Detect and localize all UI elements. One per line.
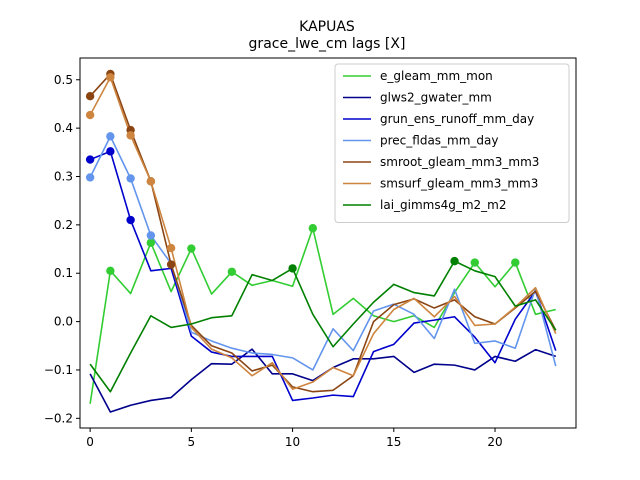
y-tick-label: 0.5 <box>54 73 73 87</box>
x-tick-label: 15 <box>386 435 401 449</box>
x-axis: 0 5 10 15 20 <box>86 428 503 449</box>
plot-area-frame <box>79 57 577 429</box>
y-tick-label: 0.4 <box>54 121 73 135</box>
series-point-smroot_gleam_mm3_mm3 <box>85 92 95 101</box>
x-tick-label: 5 <box>188 435 196 449</box>
series-line-grun_ens_runoff_mm_day <box>89 150 557 402</box>
series-point-smsurf_gleam_mm3_mm3 <box>126 131 135 140</box>
series-point-lai_gimms4g_m2_m2 <box>450 256 459 266</box>
series-point-smsurf_gleam_mm3_mm3 <box>146 177 156 186</box>
plot-lines <box>89 73 557 413</box>
series-line-e_gleam_mm_mon <box>89 227 556 404</box>
series-point-prec_fldas_mm_day <box>146 231 156 240</box>
series-point-e_gleam_mm_mon <box>106 266 115 276</box>
series-point-e_gleam_mm_mon <box>146 238 156 247</box>
y-tick-label: 0.2 <box>54 218 73 232</box>
series-line-prec_fldas_mm_day <box>89 135 557 371</box>
y-tick-label: 0.3 <box>54 169 73 183</box>
series-point-e_gleam_mm_mon <box>308 224 318 233</box>
legend-label: prec_fldas_mm_day <box>380 134 499 148</box>
y-axis: −0.2 −0.1 0.0 0.1 0.2 0.3 0.4 0.5 <box>44 73 80 425</box>
chart-subtitle: grace_lwe_cm lags [X] <box>249 36 406 52</box>
series-line-lai_gimms4g_m2_m2 <box>89 260 557 393</box>
series-point-e_gleam_mm_mon <box>511 258 520 267</box>
y-tick-label: −0.2 <box>44 411 73 425</box>
series-point-prec_fldas_mm_day <box>126 174 135 183</box>
y-tick-label: 0.1 <box>54 266 73 280</box>
x-tick-label: 10 <box>285 435 300 449</box>
x-tick-label: 20 <box>487 435 502 449</box>
plot-markers <box>85 69 520 276</box>
series-point-grun_ens_runoff_mm_day <box>126 215 135 225</box>
series-point-grun_ens_runoff_mm_day <box>106 147 115 156</box>
series-line-smroot_gleam_mm3_mm3 <box>89 73 557 393</box>
legend-label: e_gleam_mm_mon <box>380 69 493 83</box>
legend: e_gleam_mm_mon glws2_gwater_mm grun_ens_ru… <box>334 63 570 223</box>
series-point-grun_ens_runoff_mm_day <box>85 155 95 164</box>
legend-label: smroot_gleam_mm3_mm3 <box>380 155 539 169</box>
series-line-smsurf_gleam_mm3_mm3 <box>89 76 557 391</box>
x-tick-label: 0 <box>86 435 94 449</box>
series-point-smsurf_gleam_mm3_mm3 <box>85 110 95 120</box>
series-point-e_gleam_mm_mon <box>187 244 196 253</box>
series-point-smsurf_gleam_mm3_mm3 <box>106 73 115 82</box>
series-point-smroot_gleam_mm3_mm3 <box>166 260 176 269</box>
series-point-e_gleam_mm_mon <box>470 258 479 267</box>
series-point-e_gleam_mm_mon <box>227 267 237 276</box>
chart-title: KAPUAS <box>299 19 355 35</box>
legend-label: grun_ens_runoff_mm_day <box>380 112 534 126</box>
legend-box <box>334 63 570 223</box>
legend-label: glws2_gwater_mm <box>380 91 492 105</box>
legend-label: smsurf_gleam_mm3_mm3 <box>380 177 538 191</box>
legend-label: lai_gimms4g_m2_m2 <box>380 198 507 212</box>
y-tick-label: −0.1 <box>44 363 73 377</box>
series-point-prec_fldas_mm_day <box>85 173 95 182</box>
series-line-glws2_gwater_mm <box>89 348 557 413</box>
series-point-lai_gimms4g_m2_m2 <box>288 264 297 273</box>
series-point-smsurf_gleam_mm3_mm3 <box>166 243 176 253</box>
y-tick-label: 0.0 <box>54 315 73 329</box>
series-point-prec_fldas_mm_day <box>106 132 115 141</box>
